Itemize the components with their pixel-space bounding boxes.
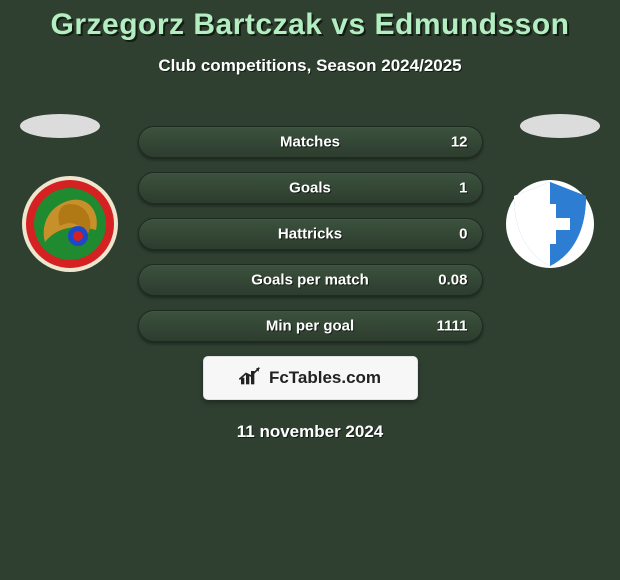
stat-label: Goals bbox=[289, 180, 331, 197]
chart-icon bbox=[239, 366, 263, 391]
stat-value: 1 bbox=[459, 180, 467, 197]
page-subtitle: Club competitions, Season 2024/2025 bbox=[0, 56, 620, 76]
stat-row: Goals 1 bbox=[138, 172, 483, 204]
stat-label: Matches bbox=[280, 134, 340, 151]
stat-value: 12 bbox=[451, 134, 468, 151]
stat-row: Matches 12 bbox=[138, 126, 483, 158]
stat-value: 0.08 bbox=[438, 272, 467, 289]
branding-box: FcTables.com bbox=[203, 356, 418, 400]
branding-text: FcTables.com bbox=[269, 368, 381, 388]
date-text: 11 november 2024 bbox=[0, 422, 620, 442]
stat-value: 1111 bbox=[437, 318, 468, 335]
stat-row: Min per goal 1111 bbox=[138, 310, 483, 342]
comparison-panel: Matches 12 Goals 1 Hattricks 0 Goals per… bbox=[0, 126, 620, 442]
stat-label: Goals per match bbox=[251, 272, 369, 289]
stat-label: Min per goal bbox=[266, 318, 354, 335]
left-player-marker bbox=[20, 114, 100, 138]
page-title: Grzegorz Bartczak vs Edmundsson bbox=[0, 0, 620, 42]
right-team-logo bbox=[500, 174, 600, 274]
stat-row: Goals per match 0.08 bbox=[138, 264, 483, 296]
stat-row: Hattricks 0 bbox=[138, 218, 483, 250]
stat-label: Hattricks bbox=[278, 226, 342, 243]
stats-rows: Matches 12 Goals 1 Hattricks 0 Goals per… bbox=[138, 126, 483, 342]
left-team-logo bbox=[20, 174, 120, 274]
right-player-marker bbox=[520, 114, 600, 138]
stat-value: 0 bbox=[459, 226, 467, 243]
